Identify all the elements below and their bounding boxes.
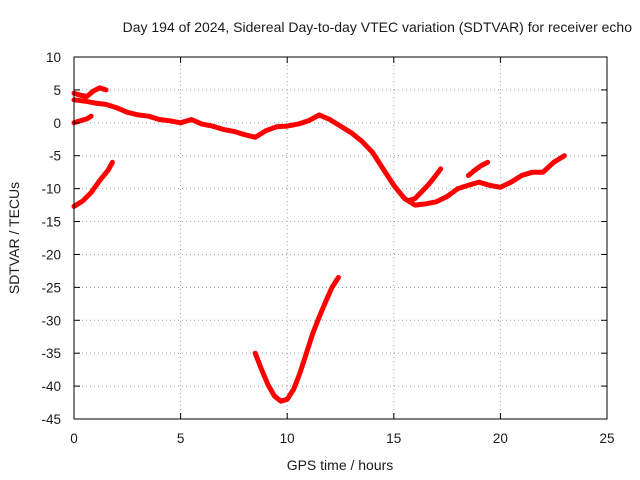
y-tick-label: -45 xyxy=(41,412,61,427)
y-tick-label: -10 xyxy=(41,182,61,197)
plot-frame xyxy=(73,56,608,420)
series-layer xyxy=(71,85,567,404)
grid-layer xyxy=(74,57,607,419)
x-tick-label: 25 xyxy=(599,431,614,446)
y-tick-label: 5 xyxy=(53,83,61,98)
chart-title: Day 194 of 2024, Sidereal Day-to-day VTE… xyxy=(123,19,633,35)
x-tick-label: 5 xyxy=(177,431,185,446)
x-axis-label: GPS time / hours xyxy=(287,457,394,473)
y-tick-label: -15 xyxy=(41,215,61,230)
y-tick-label: -20 xyxy=(41,247,61,262)
series-arc-early-upper xyxy=(71,85,109,99)
y-axis-label: SDTVAR / TECUs xyxy=(6,182,22,294)
y-tick-label: -5 xyxy=(49,149,61,164)
x-tick-label: 0 xyxy=(70,431,78,446)
series-arc-early-short xyxy=(71,113,94,126)
y-tick-label: -35 xyxy=(41,346,61,361)
series-arc-late-tail xyxy=(465,159,491,178)
y-tick-label: -25 xyxy=(41,280,61,295)
x-tick-label: 20 xyxy=(493,431,508,446)
series-arc-late-rebound xyxy=(406,166,444,203)
x-tick-label: 15 xyxy=(386,431,401,446)
tick-layer: 0 5 10 15 20 25 10 5 0 -5 -10 -15 -20 -25 -30 -35 -40 -45 xyxy=(41,50,614,446)
series-arc-deep-dip xyxy=(252,275,341,404)
series-arc-early-rising xyxy=(71,159,115,209)
y-tick-label: -30 xyxy=(41,313,61,328)
series-arc-main-upper xyxy=(71,97,567,208)
y-tick-label: 10 xyxy=(46,50,61,65)
y-tick-label: 0 xyxy=(53,116,61,131)
y-tick-label: -40 xyxy=(41,379,61,394)
x-tick-label: 10 xyxy=(280,431,295,446)
